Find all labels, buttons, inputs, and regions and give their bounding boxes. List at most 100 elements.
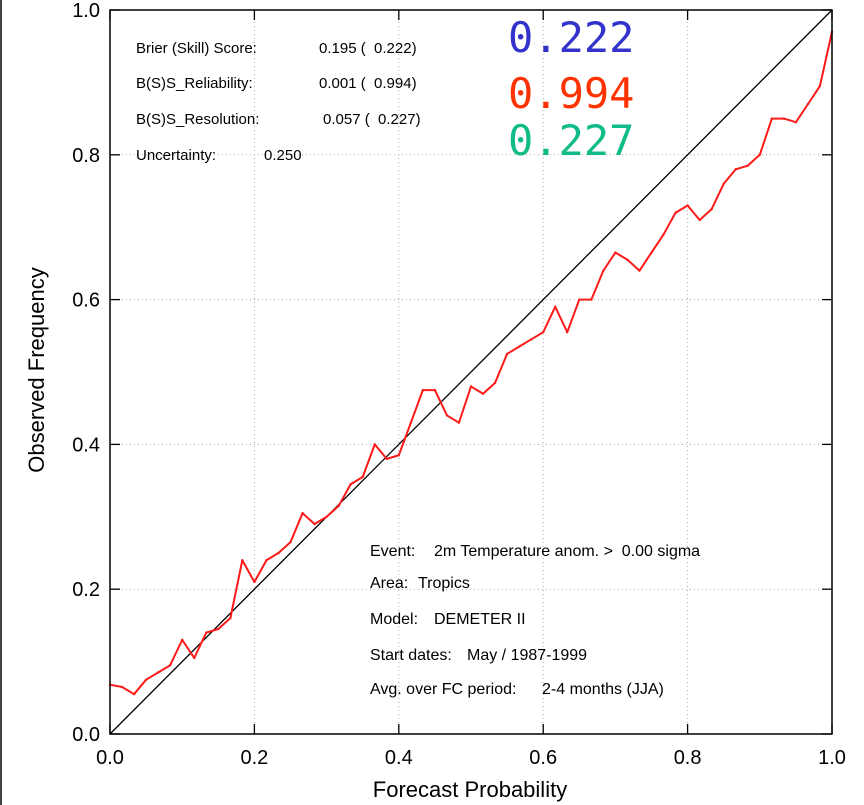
- reliability-point: [181, 638, 184, 642]
- y-axis-title: Observed Frequency: [24, 267, 49, 472]
- annotation-start-label: Start dates:: [370, 647, 452, 664]
- reliability-point: [710, 207, 713, 211]
- reliability-point: [120, 685, 124, 689]
- reliability-point: [698, 218, 701, 222]
- reliability-point: [361, 475, 364, 479]
- reliability-point: [722, 182, 725, 185]
- annotation-model-value: DEMETER II: [434, 611, 526, 628]
- stat-value-uncertainty: 0.250: [264, 147, 302, 164]
- reliability-point: [493, 381, 497, 385]
- x-axis-title: Forecast Probability: [373, 777, 567, 802]
- annotation-area-label: Area:: [370, 575, 408, 592]
- reliability-point: [193, 656, 196, 660]
- reliability-point: [241, 559, 244, 562]
- reliability-point: [385, 457, 388, 461]
- reliability-point: [734, 168, 737, 171]
- stat-label-resolution: B(S)S_Resolution:: [136, 111, 259, 128]
- stats-block: Brier (Skill) Score: 0.195 ( 0.222) B(S)…: [136, 40, 421, 164]
- reliability-point: [686, 204, 689, 207]
- reliability-point: [205, 631, 208, 634]
- annotation-start-value: May / 1987-1999: [467, 647, 587, 664]
- reliability-point: [421, 388, 425, 392]
- reliability-point: [253, 580, 256, 584]
- perfect-reliability-diagonal: [109, 9, 833, 735]
- x-tick-label: 0.2: [240, 747, 268, 769]
- annotation-model-label: Model:: [370, 611, 418, 628]
- annotation-area-value: Tropics: [418, 575, 470, 592]
- reliability-point: [481, 392, 485, 395]
- reliability-point: [662, 233, 665, 236]
- annotation-period-value: 2-4 months (JJA): [542, 681, 664, 698]
- reliability-point: [517, 345, 521, 348]
- stat-label-reliability: B(S)S_Reliability:: [136, 75, 253, 92]
- grid: [110, 10, 832, 734]
- reliability-point: [433, 388, 437, 392]
- series-group: [108, 30, 834, 696]
- highlight-values: 0.222 0.994 0.227: [508, 13, 634, 165]
- reliability-point: [770, 117, 774, 120]
- y-tick-label: 0.4: [72, 434, 100, 456]
- x-tick-label: 0.4: [385, 747, 413, 769]
- reliability-point: [818, 84, 822, 88]
- reliability-point: [409, 421, 413, 424]
- reliability-point: [650, 251, 653, 254]
- annotation-event-value: 2m Temperature anom. > 0.00 sigma: [434, 543, 700, 560]
- reliability-point: [674, 211, 677, 214]
- reliability-point: [746, 164, 749, 167]
- stat-label-uncertainty: Uncertainty:: [136, 147, 216, 164]
- highlight-resolution: 0.227: [508, 116, 634, 165]
- tick-group: 0.0 0.2 0.4 0.6 0.8 1.0 0.0 0.2 0.4 0.6 0.8 1.0: [72, 0, 846, 769]
- x-tick-label: 1.0: [818, 747, 846, 769]
- highlight-bss: 0.222: [508, 13, 634, 62]
- stat-label-brier: Brier (Skill) Score:: [136, 40, 257, 57]
- y-tick-label: 0.2: [72, 579, 100, 601]
- y-tick-label: 0.0: [72, 724, 100, 746]
- reliability-point: [529, 338, 533, 341]
- reliability-point: [337, 504, 340, 508]
- reliability-point: [265, 559, 268, 562]
- reliability-point: [590, 298, 593, 301]
- reliability-point: [144, 678, 148, 681]
- reliability-point: [614, 251, 617, 254]
- reliability-point: [794, 121, 798, 124]
- reliability-point: [505, 352, 509, 356]
- reliability-point: [325, 515, 328, 518]
- stat-value-brier: 0.195 ( 0.222): [319, 40, 417, 57]
- reliability-point: [578, 298, 581, 301]
- reliability-point: [132, 692, 136, 696]
- reliability-point: [806, 102, 810, 106]
- reliability-point: [313, 522, 316, 526]
- reliability-point: [349, 483, 352, 486]
- reliability-point: [373, 443, 376, 446]
- reliability-point: [638, 269, 641, 272]
- x-tick-label: 0.0: [96, 747, 124, 769]
- annotation-period-label: Avg. over FC period:: [370, 681, 516, 698]
- y-tick-label: 0.6: [72, 290, 100, 312]
- reliability-point: [277, 551, 280, 555]
- reliability-point: [469, 385, 473, 388]
- stat-value-resolution: 0.057 ( 0.227): [323, 111, 421, 128]
- annotation-block: Event: 2m Temperature anom. > 0.00 sigma…: [370, 543, 700, 698]
- reliability-point: [289, 540, 292, 544]
- reliability-point: [554, 305, 557, 309]
- reliability-point: [626, 258, 629, 261]
- plot-frame: [109, 9, 833, 735]
- reliability-point: [397, 454, 400, 457]
- reliability-point: [542, 330, 545, 334]
- reliability-point: [217, 627, 220, 631]
- reliability-point: [168, 664, 172, 667]
- x-tick-label: 0.8: [674, 747, 702, 769]
- reliability-point: [229, 616, 232, 620]
- reliability-point: [566, 330, 569, 334]
- stat-value-reliability: 0.001 ( 0.994): [319, 75, 417, 92]
- reliability-point: [758, 153, 761, 156]
- y-tick-label: 0.8: [72, 145, 100, 167]
- reliability-point: [602, 269, 605, 272]
- reliability-point: [782, 117, 786, 120]
- reliability-point: [301, 511, 304, 515]
- reliability-point: [156, 671, 160, 674]
- reliability-point: [445, 414, 449, 417]
- reliability-point: [457, 421, 461, 424]
